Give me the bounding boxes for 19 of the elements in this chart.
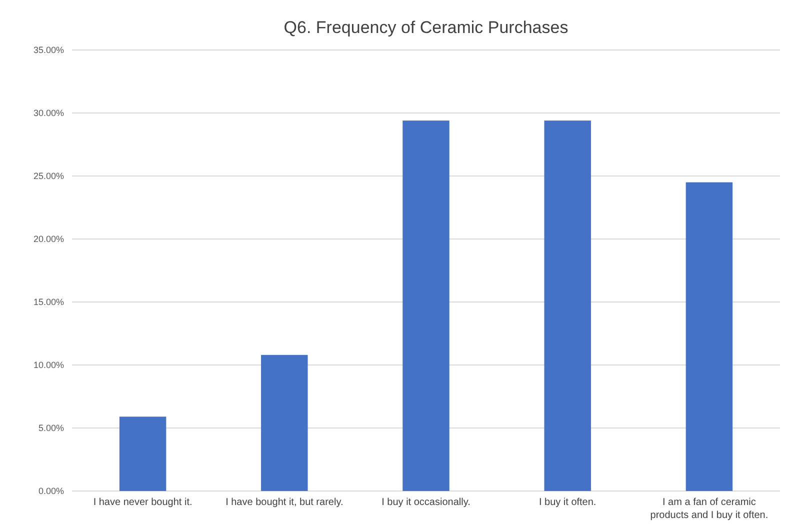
x-tick-label: I have bought it, but rarely. [226, 497, 344, 508]
y-tick-label: 10.00% [33, 360, 64, 370]
y-tick-label: 20.00% [33, 234, 64, 244]
y-tick-label: 30.00% [33, 108, 64, 118]
chart-title: Q6. Frequency of Ceramic Purchases [284, 18, 568, 37]
y-tick-label: 15.00% [33, 296, 64, 307]
x-tick-label: I buy it occasionally. [382, 497, 470, 508]
bar [544, 120, 591, 491]
bar [686, 182, 733, 491]
x-tick-label: I buy it often. [538, 497, 596, 508]
bar [402, 120, 450, 491]
y-tick-label: 5.00% [38, 422, 64, 433]
x-tick-label: I have never bought it. [93, 497, 192, 508]
y-tick-label: 25.00% [33, 170, 64, 181]
x-tick-label: I am a fan of ceramic products and I buy it often. [650, 497, 768, 521]
bar [261, 354, 308, 491]
bar [119, 416, 166, 491]
y-tick-label: 35.00% [33, 44, 64, 55]
y-tick-label: 0.00% [38, 486, 64, 496]
